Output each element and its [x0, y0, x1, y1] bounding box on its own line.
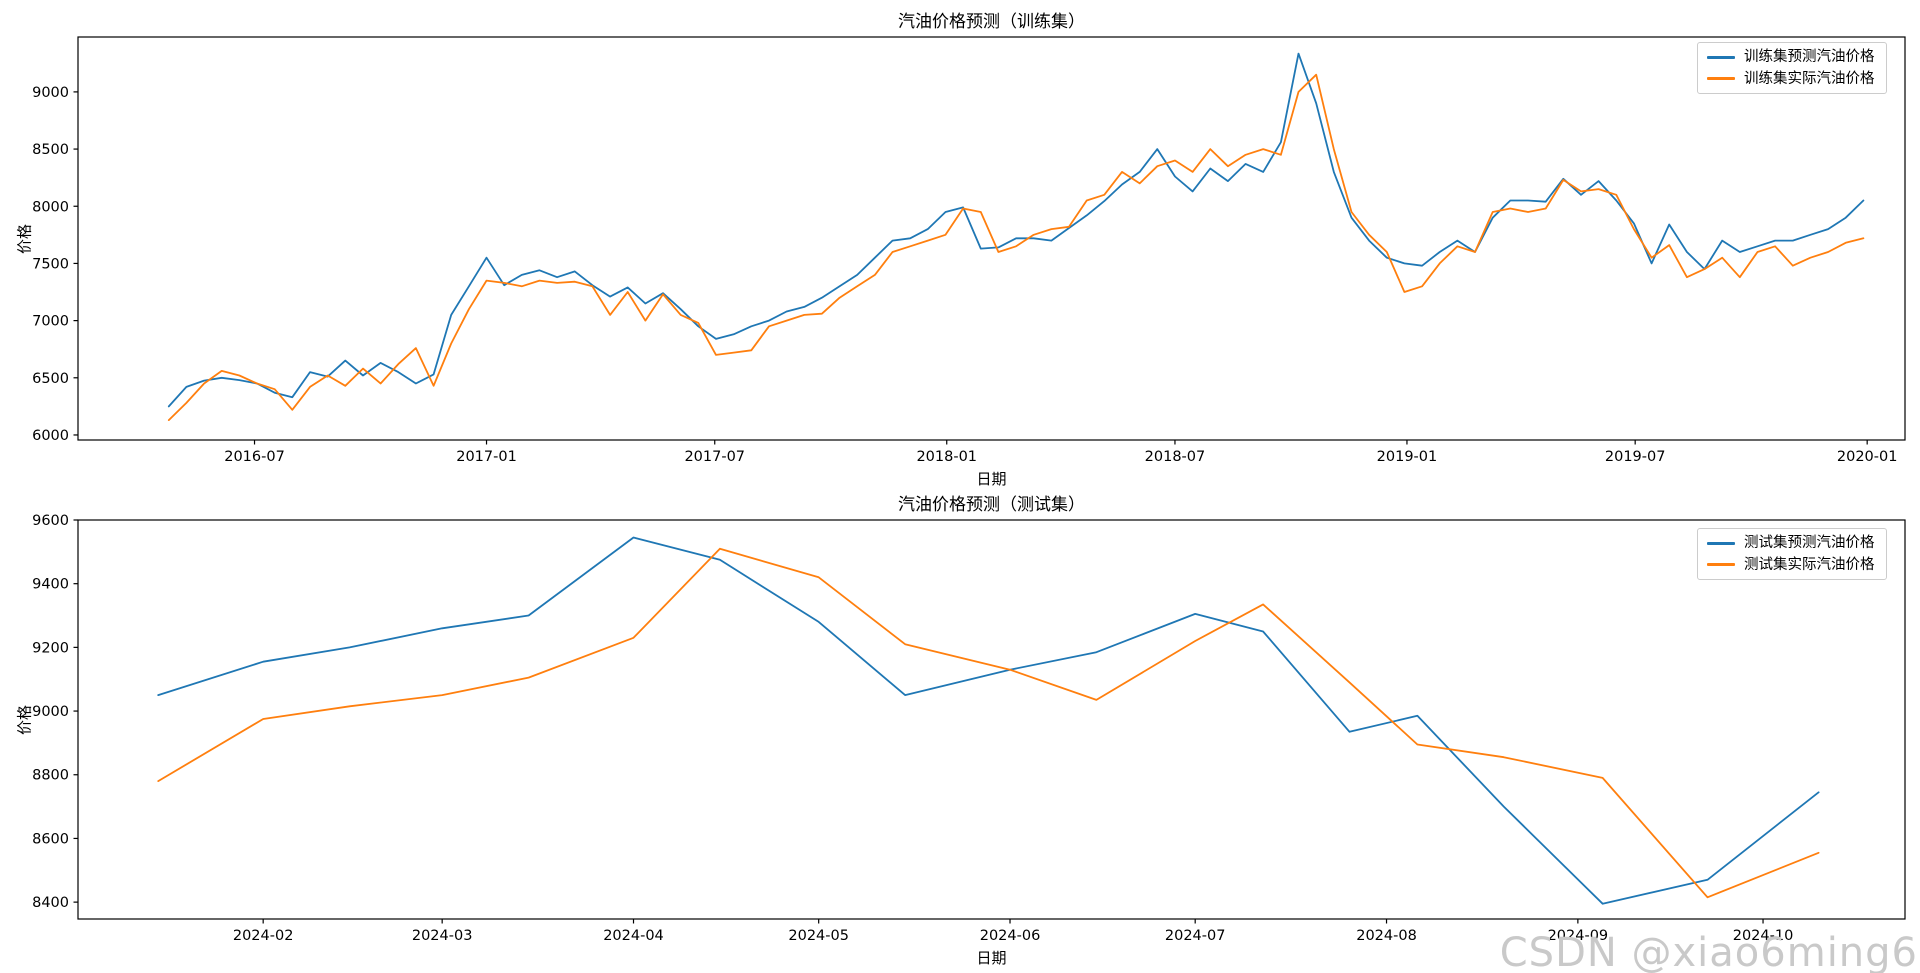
y-tick-label: 9000 — [32, 85, 69, 101]
x-tick-label: 2017-07 — [684, 449, 745, 465]
training-y-axis-label: 价格 — [15, 223, 34, 254]
legend-line-swatch — [1707, 77, 1735, 81]
legend-label: 训练集预测汽油价格 — [1744, 49, 1875, 65]
y-tick-label: 7500 — [32, 256, 69, 272]
y-tick-label: 6000 — [32, 428, 69, 444]
test-y-axis-label: 价格 — [15, 704, 34, 735]
x-tick-label: 2019-07 — [1605, 449, 1666, 465]
y-tick-label: 6500 — [32, 371, 69, 387]
x-tick-label: 2024-07 — [1165, 928, 1226, 944]
legend-line-swatch — [1707, 541, 1735, 545]
y-tick-label: 7000 — [32, 314, 69, 330]
x-tick-label: 2016-07 — [224, 449, 285, 465]
y-tick-label: 9600 — [32, 513, 69, 529]
y-tick-label: 8800 — [32, 768, 69, 784]
y-tick-label: 8600 — [32, 831, 69, 847]
x-tick-label: 2024-02 — [233, 928, 294, 944]
plot-frame — [77, 36, 1906, 441]
training-chart-title: 汽油价格预测（训练集） — [898, 12, 1085, 32]
y-tick-label: 9200 — [32, 640, 69, 656]
series-line — [167, 73, 1865, 422]
x-tick-label: 2024-06 — [980, 928, 1041, 944]
test-x-axis-label: 日期 — [976, 949, 1007, 967]
x-tick-label: 2020-01 — [1837, 449, 1898, 465]
legend-label: 测试集实际汽油价格 — [1744, 556, 1875, 573]
training-chart-legend: 训练集预测汽油价格 训练集实际汽油价格 — [1697, 42, 1887, 94]
series-line — [167, 52, 1865, 408]
test-chart-legend: 测试集预测汽油价格 测试集实际汽油价格 — [1697, 528, 1887, 580]
x-tick-label: 2024-08 — [1356, 928, 1417, 944]
y-tick-label: 9400 — [32, 577, 69, 593]
legend-item: 训练集预测汽油价格 — [1707, 50, 1875, 65]
x-tick-label: 2024-03 — [412, 928, 473, 944]
x-tick-label: 2024-05 — [788, 928, 849, 944]
x-tick-label: 2024-04 — [603, 928, 664, 944]
legend-item: 测试集实际汽油价格 — [1707, 556, 1875, 573]
series-line — [157, 536, 1820, 905]
legend-line-swatch — [1707, 563, 1735, 567]
x-tick-label: 2018-07 — [1145, 449, 1206, 465]
y-tick-label: 8000 — [32, 199, 69, 215]
y-tick-label: 8400 — [32, 895, 69, 911]
test-chart-title: 汽油价格预测（测试集） — [898, 495, 1085, 515]
plot-frame — [77, 519, 1906, 920]
legend-item: 测试集预测汽油价格 — [1707, 536, 1875, 551]
x-tick-label: 2017-01 — [456, 449, 517, 465]
x-tick-label: 2019-01 — [1377, 449, 1438, 465]
csdn-watermark: CSDN @xiao6ming6 — [1499, 930, 1918, 973]
y-tick-label: 8500 — [32, 142, 69, 158]
legend-item: 训练集实际汽油价格 — [1707, 70, 1875, 87]
legend-label: 训练集实际汽油价格 — [1744, 70, 1875, 87]
legend-label: 测试集预测汽油价格 — [1744, 535, 1875, 551]
legend-line-swatch — [1707, 55, 1735, 59]
series-line — [157, 547, 1820, 899]
training-x-axis-label: 日期 — [976, 470, 1007, 488]
x-tick-label: 2018-01 — [916, 449, 977, 465]
y-tick-label: 9000 — [32, 704, 69, 720]
